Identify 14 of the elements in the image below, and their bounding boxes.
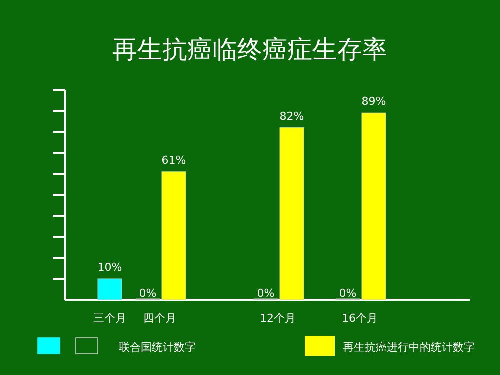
x-tick-label: 16个月 <box>342 312 378 325</box>
data-label: 0% <box>139 287 157 300</box>
data-label: 0% <box>339 287 357 300</box>
legend-label: 联合国统计数字 <box>119 341 196 354</box>
chart-title: 再生抗癌临终癌症生存率 <box>112 35 388 64</box>
data-label: 0% <box>257 287 275 300</box>
x-tick-label: 12个月 <box>260 312 296 325</box>
x-tick-label: 三个月 <box>94 312 126 325</box>
data-label: 10% <box>98 261 122 274</box>
x-tick-label: 四个月 <box>144 312 176 325</box>
data-label: 89% <box>362 95 386 108</box>
legend-label: 再生抗癌进行中的统计数字 <box>343 341 475 354</box>
data-label: 82% <box>280 110 304 123</box>
data-label: 61% <box>162 154 186 167</box>
